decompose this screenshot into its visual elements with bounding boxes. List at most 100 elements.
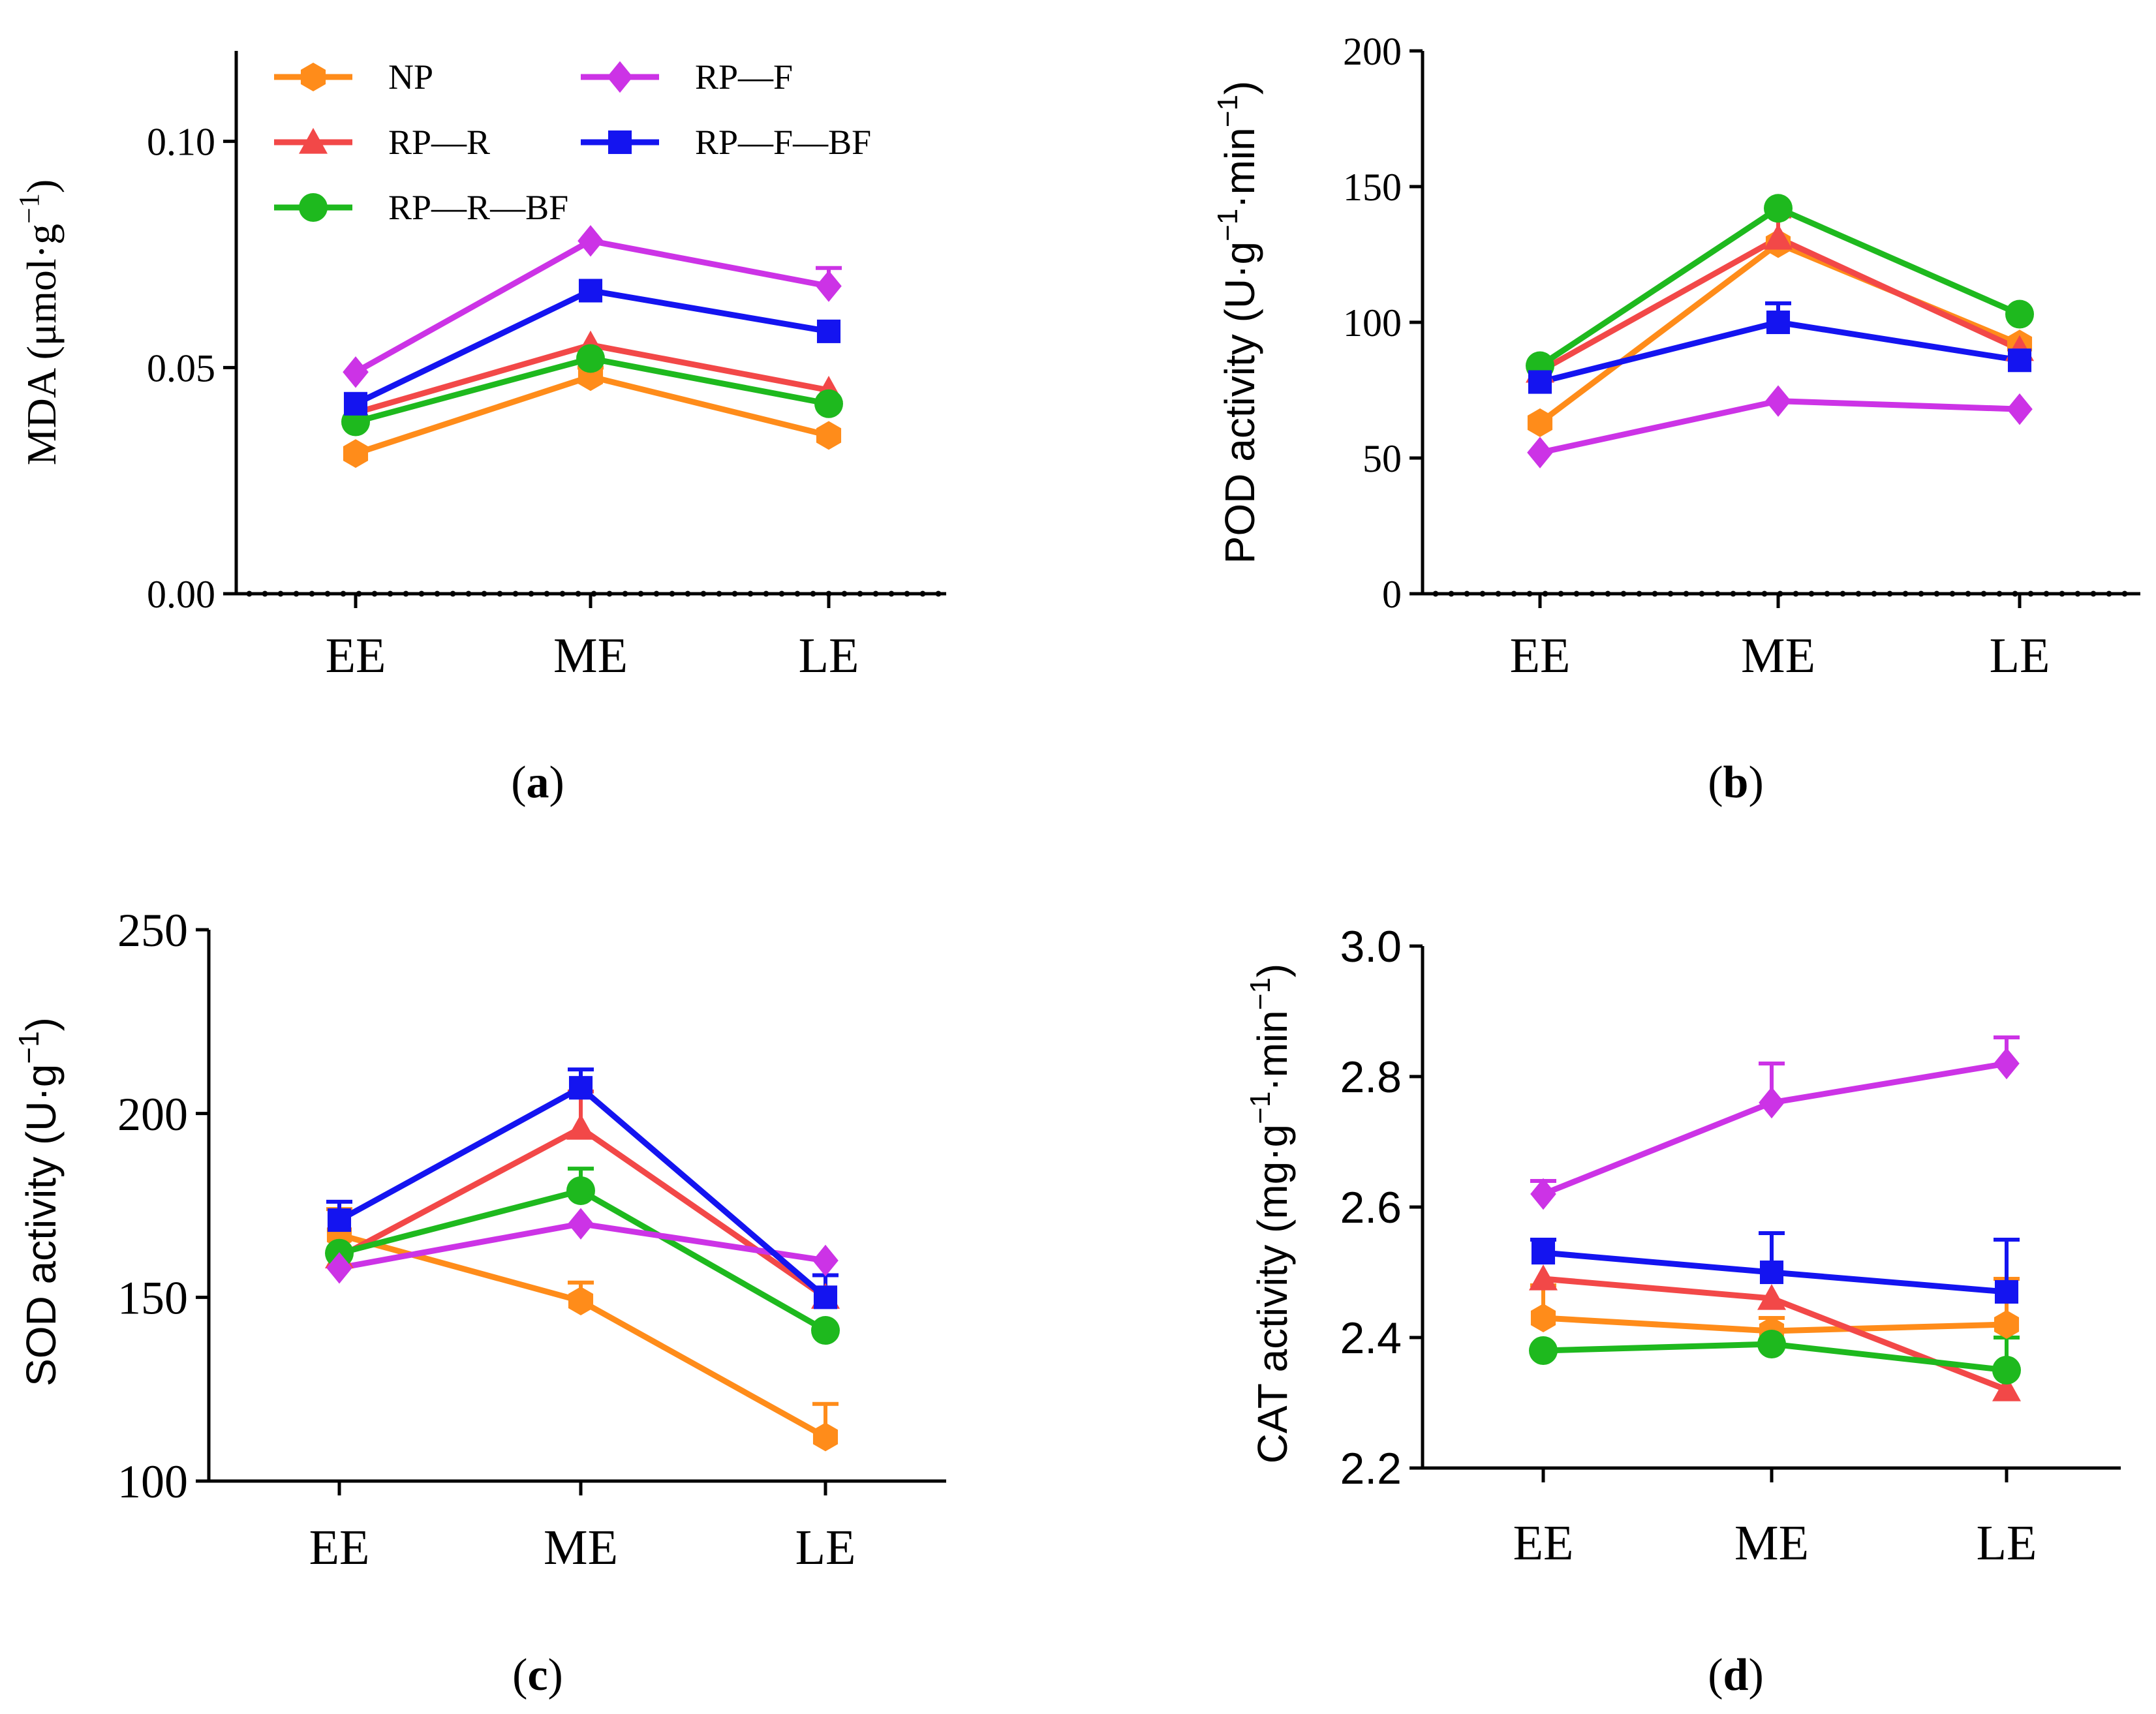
x-tick-label: ME: [544, 1520, 618, 1575]
zero-line-dot: [1636, 590, 1642, 597]
data-point: [812, 1422, 839, 1452]
y-axis-title: CAT activity (mg·g−1·min−1): [1244, 964, 1296, 1463]
y-tick-label: 3.0: [1340, 922, 1402, 972]
zero-line-dot: [747, 590, 754, 597]
zero-line-dot: [2090, 590, 2097, 597]
zero-line-dot: [1432, 590, 1439, 597]
data-point: [1527, 408, 1553, 437]
legend-label: RP—R: [388, 123, 490, 162]
zero-line-dot: [1511, 590, 1517, 597]
zero-line-dot: [1980, 590, 1987, 597]
y-tick-label: 100: [117, 1456, 188, 1508]
series-line: [338, 1232, 827, 1440]
zero-line-dot: [1479, 590, 1486, 597]
x-tick-label: ME: [553, 628, 628, 683]
y-axis-title: SOD activity (U·g−1): [13, 1017, 65, 1386]
zero-line-dot: [1620, 590, 1627, 597]
data-point: [1992, 1356, 2021, 1385]
data-point: [1527, 436, 1553, 468]
panel-caption: (a): [511, 758, 564, 808]
zero-line-dot: [246, 590, 253, 597]
data-point: [327, 1208, 352, 1232]
zero-line-dot: [2074, 590, 2081, 597]
zero-line-dot: [2027, 590, 2034, 597]
data-point: [1764, 224, 1793, 250]
legend: NP RP—R RP—R—BF RP—F RP—F—BF: [274, 57, 871, 227]
x-tick-label: ME: [1741, 628, 1815, 683]
zero-line-dot: [872, 590, 879, 597]
zero-line-dot: [1996, 590, 2003, 597]
zero-line-dot: [309, 590, 315, 597]
zero-line-dot: [387, 590, 393, 597]
zero-line-dot: [1714, 590, 1721, 597]
legend-marker: [608, 130, 632, 155]
y-tick-label: 2.6: [1340, 1183, 1402, 1232]
legend-label: NP: [388, 57, 433, 97]
zero-line-dot: [935, 590, 942, 597]
data-point: [814, 389, 843, 418]
zero-line-dot: [2121, 590, 2128, 597]
x-tick-label: EE: [309, 1520, 370, 1575]
zero-line-dot: [638, 590, 644, 597]
zero-line-dot: [1949, 590, 1956, 597]
zero-line-dot: [1793, 590, 1799, 597]
zero-line-dot: [559, 590, 566, 597]
data-point: [1759, 1260, 1784, 1285]
zero-line-dot: [324, 590, 331, 597]
zero-line-dot: [904, 590, 910, 597]
panel-caption: (c): [512, 1650, 563, 1700]
zero-line-dot: [810, 590, 816, 597]
legend-marker: [300, 63, 326, 91]
data-point: [1530, 1304, 1556, 1332]
data-point: [1765, 385, 1791, 417]
zero-line-dot: [700, 590, 707, 597]
y-axis-title: MDA (μmol·g−1): [13, 179, 65, 465]
data-point: [816, 421, 842, 450]
y-tick-label: 50: [1363, 437, 1402, 480]
data-point: [568, 1286, 594, 1315]
zero-line-dot: [1667, 590, 1674, 597]
legend-marker: [299, 193, 328, 222]
zero-line-dot: [1824, 590, 1830, 597]
zero-line-dot: [857, 590, 863, 597]
panel-a-chart: 0.00 0.05 0.10 EE ME LE MDA (μmol·g−1) (a): [13, 51, 946, 808]
y-tick-label: 250: [117, 904, 188, 956]
zero-line-dot: [778, 590, 785, 597]
zero-line-dot: [1495, 590, 1502, 597]
data-point: [1530, 1178, 1556, 1210]
panel-d-chart: 2.2 2.4 2.6 2.8 3.0 EE ME LE CAT activity (mg·g−…: [1244, 922, 2121, 1700]
zero-line-dot: [1730, 590, 1736, 597]
data-point: [1757, 1284, 1786, 1310]
zero-line-dot: [591, 590, 597, 597]
legend-item: RP—R: [274, 123, 490, 162]
zero-line-dot: [2012, 590, 2018, 597]
legend-label: RP—F: [695, 57, 793, 97]
data-point: [811, 1316, 840, 1345]
data-point: [812, 1244, 839, 1277]
y-axis-title: POD activity (U·g−1·min−1): [1212, 81, 1263, 564]
data-point: [1994, 1279, 2019, 1304]
y-tick-label: 0: [1382, 573, 1402, 616]
zero-line-dot: [1589, 590, 1595, 597]
data-point: [568, 1208, 594, 1240]
data-point: [816, 270, 842, 302]
zero-line-dot: [1871, 590, 1877, 597]
x-tick-label: LE: [1990, 628, 2050, 683]
series-line: [1542, 1060, 2007, 1197]
legend-item: RP—F: [581, 57, 793, 97]
panel-b-chart: 0 50 100 150 200 EE ME LE POD activity (U·g−1·mi…: [1212, 30, 2140, 808]
legend-item: RP—R—BF: [274, 188, 568, 227]
y-tick-label: 0.05: [147, 346, 215, 390]
zero-line-dot: [340, 590, 346, 597]
zero-line-dot: [841, 590, 848, 597]
zero-line-dot: [277, 590, 284, 597]
zero-line-dot: [1683, 590, 1689, 597]
data-point: [1994, 1310, 2020, 1339]
zero-line-dot: [2106, 590, 2112, 597]
data-point: [1766, 310, 1791, 335]
legend-item: NP: [274, 57, 433, 97]
zero-line-dot: [1840, 590, 1846, 597]
zero-line-dot: [1965, 590, 1971, 597]
data-point: [578, 279, 603, 303]
zero-line-dot: [1902, 590, 1909, 597]
